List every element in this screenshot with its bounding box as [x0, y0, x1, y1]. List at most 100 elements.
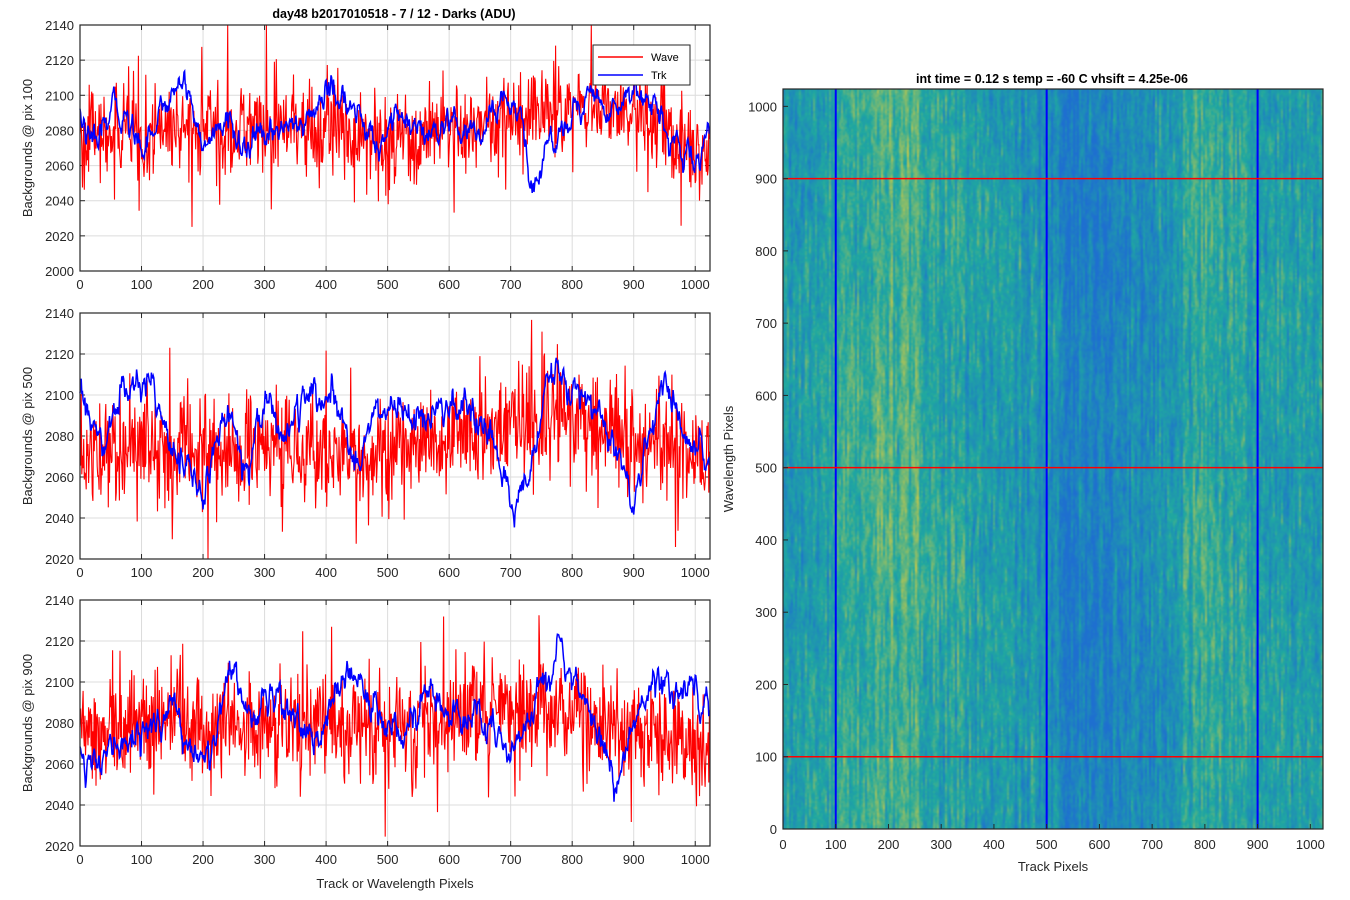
y-tick-label: 2100 [45, 675, 74, 690]
heatmap-title: int time = 0.12 s temp = -60 C vhsift = … [916, 72, 1188, 86]
x-tick-label: 800 [1194, 837, 1216, 852]
legend-wave-label: Wave [651, 52, 679, 64]
heatmap-panel: 0 100 200 300 400 500 600 700 800 900 1000 0 100 200 3… [721, 88, 1325, 874]
x-tick-label: 0 [779, 837, 786, 852]
y-tick-label: 2060 [45, 159, 74, 174]
y-tick-label: 2020 [45, 839, 74, 854]
y-tick-label: 400 [755, 533, 777, 548]
y-tick-label: 2020 [45, 552, 74, 567]
figure-title: day48 b2017010518 - 7 / 12 - Darks (ADU) [272, 7, 515, 21]
x-tick-label: 0 [76, 277, 83, 292]
series-line-wave [79, 24, 710, 227]
y-tick-label: 2120 [45, 53, 74, 68]
series-line-wave [79, 615, 710, 837]
heatmap-image [783, 89, 1323, 829]
x-tick-label: 700 [500, 565, 522, 580]
y-tick-label: 2000 [45, 264, 74, 279]
x-tick-label: 200 [192, 277, 214, 292]
series-line-trk [79, 68, 711, 193]
y-tick-label: 300 [755, 605, 777, 620]
x-tick-label: 600 [438, 852, 460, 867]
x-tick-label: 500 [377, 852, 399, 867]
series-line-trk [79, 633, 711, 802]
x-tick-label: 1000 [681, 565, 710, 580]
x-tick-label: 200 [192, 852, 214, 867]
y-axis-label: Wavelength Pixels [721, 405, 736, 512]
x-tick-label: 300 [254, 277, 276, 292]
axes-frame [79, 24, 711, 272]
x-tick-label: 600 [1089, 837, 1111, 852]
axes-frame [79, 599, 711, 847]
x-tick-label: 800 [561, 565, 583, 580]
y-axis-label: Backgrounds @ pix 100 [20, 79, 35, 217]
x-tick-label: 200 [878, 837, 900, 852]
y-tick-label: 900 [755, 172, 777, 187]
y-tick-label: 2120 [45, 347, 74, 362]
x-tick-label: 700 [500, 277, 522, 292]
y-tick-label: 2080 [45, 123, 74, 138]
x-tick-label: 700 [500, 852, 522, 867]
x-tick-label: 300 [254, 852, 276, 867]
x-tick-label: 800 [561, 277, 583, 292]
x-tick-label: 0 [76, 852, 83, 867]
legend-box [592, 44, 691, 86]
y-tick-label: 2040 [45, 798, 74, 813]
bottom-panel: 0 100 200 300 400 500 600 700 800 900 1000 2020 2040… [20, 593, 711, 891]
x-tick-label: 1000 [1296, 837, 1325, 852]
x-tick-label: 0 [76, 565, 83, 580]
axes-frame [79, 312, 711, 560]
middle-panel: 0 100 200 300 400 500 600 700 800 900 1000 2020 2040… [20, 306, 711, 580]
x-tick-label: 900 [623, 277, 645, 292]
y-tick-label: 2080 [45, 429, 74, 444]
x-axis-label: Track Pixels [1018, 859, 1089, 874]
x-tick-label: 300 [254, 565, 276, 580]
x-tick-label: 600 [438, 277, 460, 292]
x-tick-label: 400 [315, 277, 337, 292]
y-tick-label: 0 [770, 822, 777, 837]
y-tick-label: 2100 [45, 388, 74, 403]
y-tick-label: 2140 [45, 306, 74, 321]
y-tick-label: 500 [755, 461, 777, 476]
x-tick-label: 500 [377, 565, 399, 580]
y-axis-label: Backgrounds @ pix 500 [20, 367, 35, 505]
y-tick-label: 700 [755, 316, 777, 331]
x-tick-label: 1000 [681, 277, 710, 292]
x-tick-label: 500 [1036, 837, 1058, 852]
x-tick-label: 100 [131, 565, 153, 580]
series-line-trk [79, 357, 711, 528]
x-tick-label: 700 [1141, 837, 1163, 852]
y-tick-label: 2040 [45, 511, 74, 526]
x-tick-label: 600 [438, 565, 460, 580]
y-tick-label: 100 [755, 750, 777, 765]
x-tick-label: 900 [1247, 837, 1269, 852]
y-tick-label: 2040 [45, 194, 74, 209]
x-tick-label: 400 [315, 565, 337, 580]
y-tick-label: 2020 [45, 229, 74, 244]
x-tick-label: 100 [131, 852, 153, 867]
y-tick-label: 2100 [45, 88, 74, 103]
x-tick-label: 900 [623, 565, 645, 580]
y-tick-label: 2080 [45, 716, 74, 731]
y-tick-label: 200 [755, 677, 777, 692]
x-axis-label: Track or Wavelength Pixels [316, 876, 474, 891]
x-tick-label: 200 [192, 565, 214, 580]
axes-frame [782, 88, 1324, 830]
y-axis-label: Backgrounds @ pix 900 [20, 654, 35, 792]
legend-trk-label: Trk [651, 70, 667, 82]
x-tick-label: 100 [825, 837, 847, 852]
y-tick-label: 2060 [45, 470, 74, 485]
y-tick-label: 2120 [45, 634, 74, 649]
x-tick-label: 300 [930, 837, 952, 852]
y-tick-label: 1000 [748, 99, 777, 114]
x-tick-label: 100 [131, 277, 153, 292]
y-tick-label: 2140 [45, 593, 74, 608]
x-tick-label: 1000 [681, 852, 710, 867]
x-tick-label: 400 [983, 837, 1005, 852]
y-tick-label: 2140 [45, 18, 74, 33]
x-tick-label: 800 [561, 852, 583, 867]
legend: Wave Trk [592, 44, 691, 86]
y-tick-label: 800 [755, 244, 777, 259]
x-tick-label: 900 [623, 852, 645, 867]
x-tick-label: 400 [315, 852, 337, 867]
